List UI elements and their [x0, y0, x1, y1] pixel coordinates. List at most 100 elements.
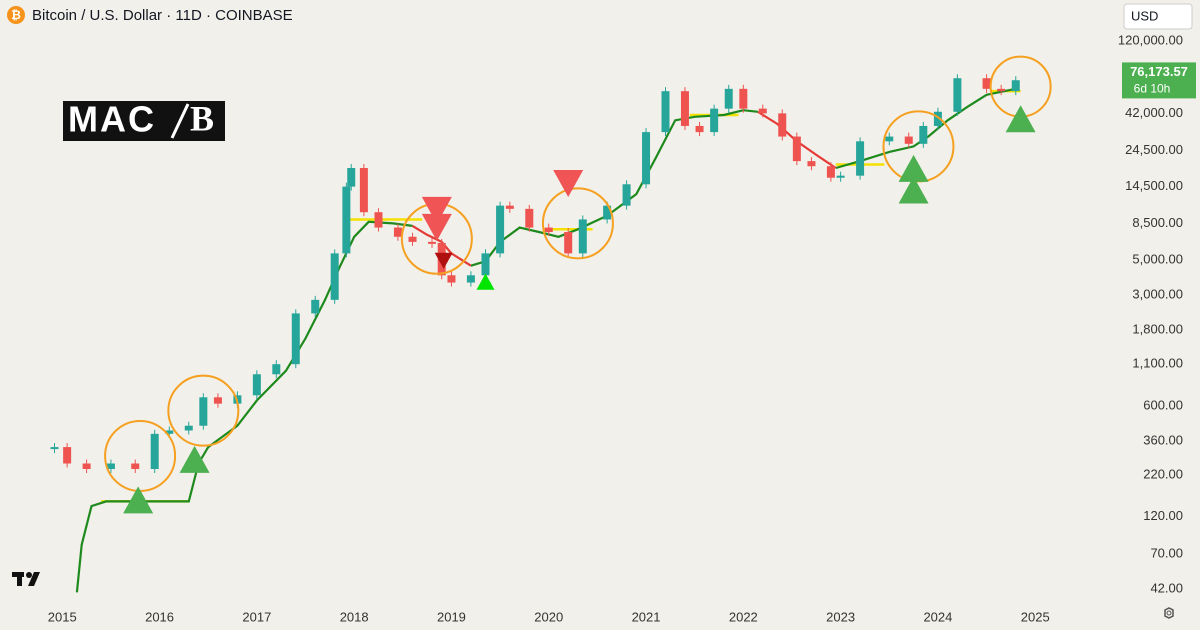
tv-logo	[12, 572, 40, 586]
candle	[710, 108, 719, 133]
x-tick-label: 2023	[826, 609, 855, 624]
candle	[63, 447, 72, 464]
currency-label[interactable]: USD	[1131, 8, 1158, 23]
candle	[953, 78, 962, 112]
candle	[622, 184, 631, 206]
candle	[564, 232, 573, 254]
candle	[496, 205, 505, 254]
candle	[724, 88, 733, 109]
sell-signal	[434, 252, 453, 269]
candle	[578, 219, 587, 254]
y-tick-label: 70.00	[1150, 545, 1183, 560]
logo-box	[63, 101, 225, 141]
logo-left: MAC	[68, 99, 156, 140]
candle	[919, 125, 928, 144]
buy-signal	[179, 445, 210, 473]
y-tick-label: 1,100.00	[1132, 356, 1183, 371]
settings-icon[interactable]	[1164, 607, 1174, 619]
candle	[933, 111, 942, 126]
y-tick-label: 42.00	[1150, 580, 1183, 595]
y-tick-label: 3,000.00	[1132, 287, 1183, 302]
candle	[50, 447, 59, 450]
candle	[291, 313, 300, 365]
candle	[82, 463, 91, 470]
sell-signal	[421, 196, 452, 224]
candle	[739, 88, 748, 109]
y-tick-label: 1,800.00	[1132, 322, 1183, 337]
buy-signal	[1005, 105, 1036, 133]
trend-line	[835, 87, 1017, 170]
candle	[347, 168, 356, 187]
x-tick-label: 2020	[534, 609, 563, 624]
candle	[603, 205, 612, 220]
candle	[466, 275, 475, 283]
highlight-circle	[167, 374, 240, 447]
candle	[330, 253, 339, 300]
candle	[447, 275, 456, 283]
candle	[836, 175, 845, 178]
candle	[856, 141, 865, 176]
candle	[359, 168, 368, 213]
buy-signal	[123, 486, 154, 514]
candle	[525, 208, 534, 228]
candle	[997, 88, 1006, 92]
y-tick-label: 14,500.00	[1125, 178, 1183, 193]
buy-signal	[476, 273, 495, 290]
x-tick-label: 2019	[437, 609, 466, 624]
tv-logo-part	[26, 572, 32, 578]
x-tick-label: 2022	[729, 609, 758, 624]
x-tick-label: 2024	[923, 609, 952, 624]
logo-slash	[170, 103, 190, 139]
buy-signal	[898, 176, 929, 204]
candle	[505, 205, 514, 209]
y-tick-label: 220.00	[1143, 466, 1183, 481]
currency-selector[interactable]	[1123, 3, 1193, 30]
candle	[342, 186, 351, 254]
x-tick-label: 2017	[242, 609, 271, 624]
y-tick-label: 120,000.00	[1118, 33, 1183, 48]
logo-right: B	[190, 98, 214, 138]
bitcoin-icon	[7, 6, 25, 24]
candle	[778, 113, 787, 137]
candle	[252, 374, 261, 396]
chart-title: Bitcoin / U.S. Dollar · 11D · COINBASE	[32, 7, 293, 24]
candle	[272, 364, 281, 375]
candle	[826, 166, 835, 178]
candle	[758, 108, 767, 114]
candle	[165, 430, 174, 434]
settings-icon-dot[interactable]	[1166, 610, 1172, 616]
sell-signal	[553, 170, 584, 198]
y-tick-label: 120.00	[1143, 508, 1183, 523]
candle	[1011, 80, 1020, 92]
candle	[184, 425, 193, 431]
candle	[131, 463, 140, 470]
y-tick-label: 8,500.00	[1132, 215, 1183, 230]
trend-line	[75, 220, 413, 593]
x-tick-label: 2025	[1021, 609, 1050, 624]
highlight-circle	[541, 187, 614, 260]
tv-logo-part	[17, 572, 22, 586]
bitcoin-icon-glyph: ₿	[11, 8, 21, 22]
candle	[106, 463, 115, 470]
candle	[374, 212, 383, 228]
buy-signal	[898, 154, 929, 182]
candle	[199, 397, 208, 426]
candle	[695, 125, 704, 133]
x-tick-label: 2018	[340, 609, 369, 624]
candle	[904, 136, 913, 144]
candle	[481, 253, 490, 276]
candle	[213, 397, 222, 404]
y-tick-label: 42,000.00	[1125, 105, 1183, 120]
y-tick-label: 24,500.00	[1125, 142, 1183, 157]
countdown-label: 6d 10h	[1134, 82, 1171, 96]
candle	[311, 299, 320, 314]
settings-icon-shape[interactable]	[1164, 607, 1174, 619]
candle	[642, 132, 651, 185]
last-price-badge	[1122, 62, 1196, 99]
candle	[150, 433, 159, 470]
candle	[408, 236, 417, 242]
candle	[982, 78, 991, 89]
candle	[393, 227, 402, 237]
